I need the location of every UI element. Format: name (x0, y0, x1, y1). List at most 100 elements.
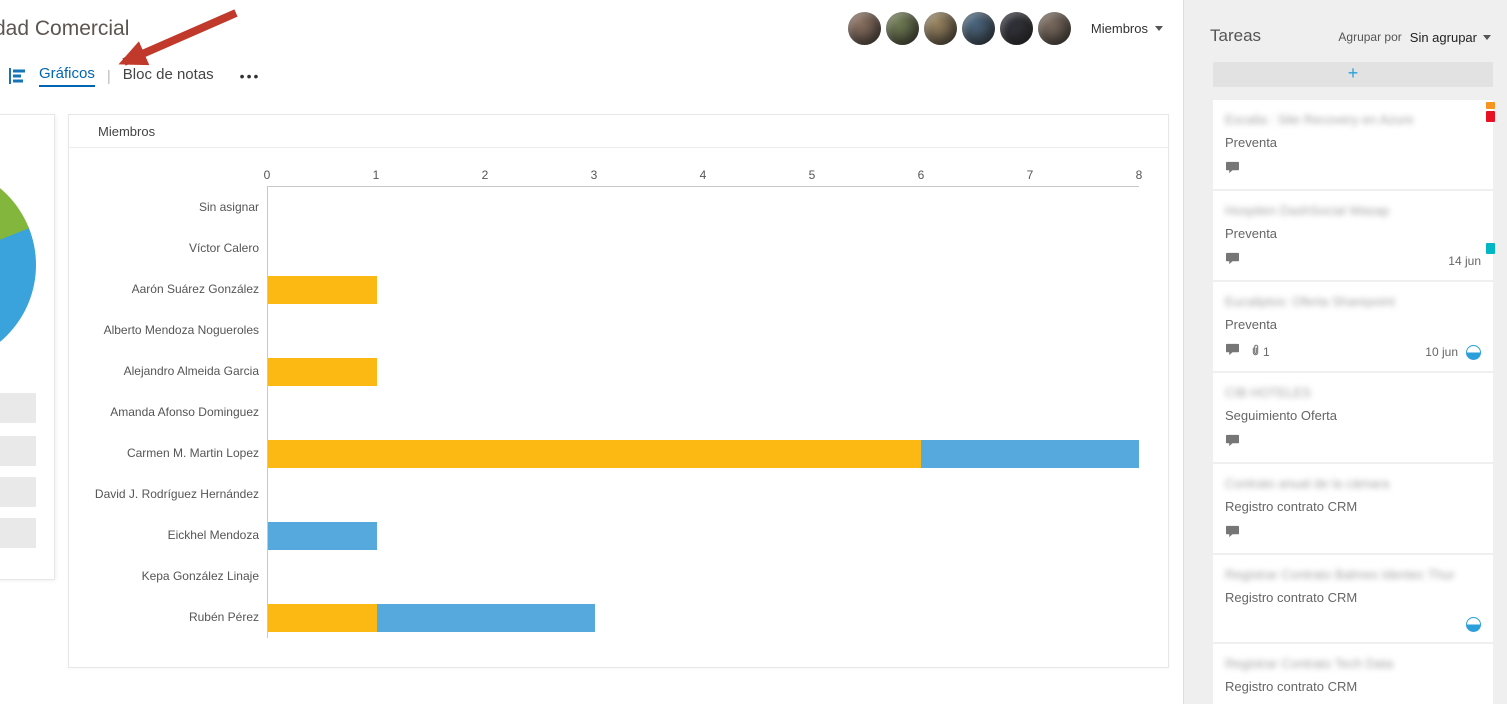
task-card-footer: 1 10 jun (1225, 343, 1481, 361)
list-item-placeholder (0, 518, 36, 548)
task-card[interactable]: Registrar Contrato Balmes Identec Thur Re… (1213, 555, 1493, 642)
tab-bar: Gráficos | Bloc de notas ••• (8, 62, 260, 90)
avatar[interactable] (999, 12, 1033, 45)
task-card-footer (1225, 434, 1481, 452)
x-axis-tick-label: 6 (917, 168, 925, 182)
x-axis-ticks: 0 1 2 3 4 5 6 7 8 (264, 161, 1143, 185)
list-item-placeholder (0, 477, 36, 507)
bar-segment-serie-azul[interactable] (376, 603, 595, 632)
comment-icon (1225, 161, 1240, 179)
task-card-title: Contrato anual de la cámara (1225, 476, 1390, 491)
chart-bar-row (268, 187, 1139, 228)
bar-segment-serie-amarilla[interactable] (268, 603, 377, 632)
avatar[interactable] (847, 12, 881, 45)
group-by-label: Agrupar por (1338, 30, 1402, 44)
chart-bar-row (268, 474, 1139, 515)
x-axis-tick-label: 8 (1135, 168, 1143, 182)
label-flag (1486, 102, 1495, 109)
chart-plot-area (267, 186, 1139, 638)
left-list-placeholders (0, 393, 36, 559)
task-card-title: CIB HOTELES (1225, 385, 1311, 400)
avatar[interactable] (923, 12, 957, 45)
task-card-footer (1225, 161, 1481, 179)
chart-category-label: Kepa González Linaje (141, 568, 259, 583)
label-flag (1486, 111, 1495, 122)
x-axis-tick-label: 3 (590, 168, 598, 182)
bar-segment-serie-amarilla[interactable] (268, 357, 377, 386)
chart-bar-row (268, 556, 1139, 597)
chart-bar-row (268, 310, 1139, 351)
task-card-subtitle: Preventa (1225, 317, 1278, 332)
due-date: 10 jun (1425, 345, 1458, 359)
chart-category-label: Víctor Calero (188, 240, 259, 255)
tab-graficos[interactable]: Gráficos (39, 65, 95, 87)
members-dropdown[interactable]: Miembros (1091, 21, 1163, 36)
comment-icon (1225, 525, 1240, 543)
chart-bar-row (268, 433, 1139, 474)
task-card-title: Eucaliptos: Oferta Sharepoint (1225, 294, 1395, 309)
group-by-value: Sin agrupar (1410, 30, 1491, 45)
main-area: dad Comercial Gráficos | Bloc de notas •… (0, 9, 1169, 668)
chart-category-label: Alejandro Almeida Garcia (123, 363, 259, 378)
task-card-footer-right (1466, 616, 1481, 632)
chart-category-label: Alberto Mendoza Nogueroles (103, 322, 259, 337)
comment-icon (1225, 343, 1240, 361)
chart-category-label: Sin asignar (198, 199, 259, 214)
task-card-footer-right: 14 jun (1448, 254, 1481, 268)
chart-category-label: Rubén Pérez (188, 609, 259, 624)
avatar[interactable] (885, 12, 919, 45)
paperclip-icon (1250, 344, 1260, 360)
task-card-subtitle: Registro contrato CRM (1225, 590, 1358, 605)
chart-bar-row (268, 269, 1139, 310)
more-options-button[interactable]: ••• (239, 68, 261, 84)
task-card[interactable]: Hospiten DashSocial Wasap Preventa 14 jun (1213, 191, 1495, 280)
donut-chart (0, 165, 36, 365)
avatar[interactable] (1037, 12, 1071, 45)
task-card-subtitle: Registro contrato CRM (1225, 679, 1358, 694)
chart-bar-row (268, 597, 1139, 638)
charts-icon (8, 67, 27, 85)
chevron-down-icon (1483, 34, 1491, 40)
add-task-button[interactable]: + (1213, 62, 1493, 87)
chart-category-label: Aarón Suárez González (131, 281, 259, 296)
bar-segment-serie-azul[interactable] (268, 521, 377, 550)
bar-segment-serie-amarilla[interactable] (268, 439, 922, 468)
bar-segment-serie-amarilla[interactable] (268, 275, 377, 304)
task-card-footer-right: 10 jun (1425, 344, 1481, 360)
task-card-footer: 14 jun (1225, 252, 1481, 270)
chart-bar-row (268, 515, 1139, 556)
task-card[interactable]: Escalia : Site Recovery en Azure Preventa (1213, 100, 1495, 189)
group-by-dropdown[interactable]: Agrupar por Sin agrupar (1338, 30, 1491, 45)
due-date: 14 jun (1448, 254, 1481, 268)
x-axis-tick-label: 5 (808, 168, 816, 182)
x-axis-tick-label: 2 (481, 168, 489, 182)
comment-icon (1225, 434, 1240, 452)
in-progress-status-icon (1466, 616, 1481, 632)
members-label: Miembros (1090, 21, 1148, 36)
task-card[interactable]: Contrato anual de la cámara Registro cont… (1213, 464, 1493, 553)
task-card-subtitle: Registro contrato CRM (1225, 499, 1358, 514)
x-axis-tick-label: 1 (372, 168, 380, 182)
chart-category-label: Amanda Afonso Dominguez (110, 404, 259, 419)
chart-category-labels: Sin asignar Víctor Calero Aarón Suárez Gon… (69, 186, 259, 637)
list-item-placeholder (0, 436, 36, 466)
task-card[interactable]: CIB HOTELES Seguimiento Oferta (1213, 373, 1493, 462)
task-card[interactable]: Eucaliptos: Oferta Sharepoint Preventa 1 10… (1213, 282, 1493, 371)
header-right: Miembros (847, 12, 1163, 45)
plan-title: dad Comercial (0, 17, 130, 40)
task-card-footer (1225, 525, 1481, 543)
x-axis-tick-label: 7 (1026, 168, 1034, 182)
left-partial-card (0, 114, 55, 580)
chart-category-label: Eickhel Mendoza (167, 527, 259, 542)
task-card-footer (1225, 616, 1481, 632)
task-card-subtitle: Preventa (1225, 135, 1278, 150)
tab-bloc-de-notas[interactable]: Bloc de notas (122, 66, 214, 83)
tab-separator: | (106, 67, 111, 85)
task-card[interactable]: Registrar Contrato Tech Data Registro con… (1213, 644, 1493, 704)
members-chart-card: Miembros 0 1 2 3 4 5 6 7 8 Sin asignar Víctor Cal… (68, 114, 1169, 668)
bar-segment-serie-azul[interactable] (921, 439, 1139, 468)
chart-bar-row (268, 392, 1139, 433)
in-progress-status-icon (1466, 344, 1481, 360)
avatar[interactable] (961, 12, 995, 45)
